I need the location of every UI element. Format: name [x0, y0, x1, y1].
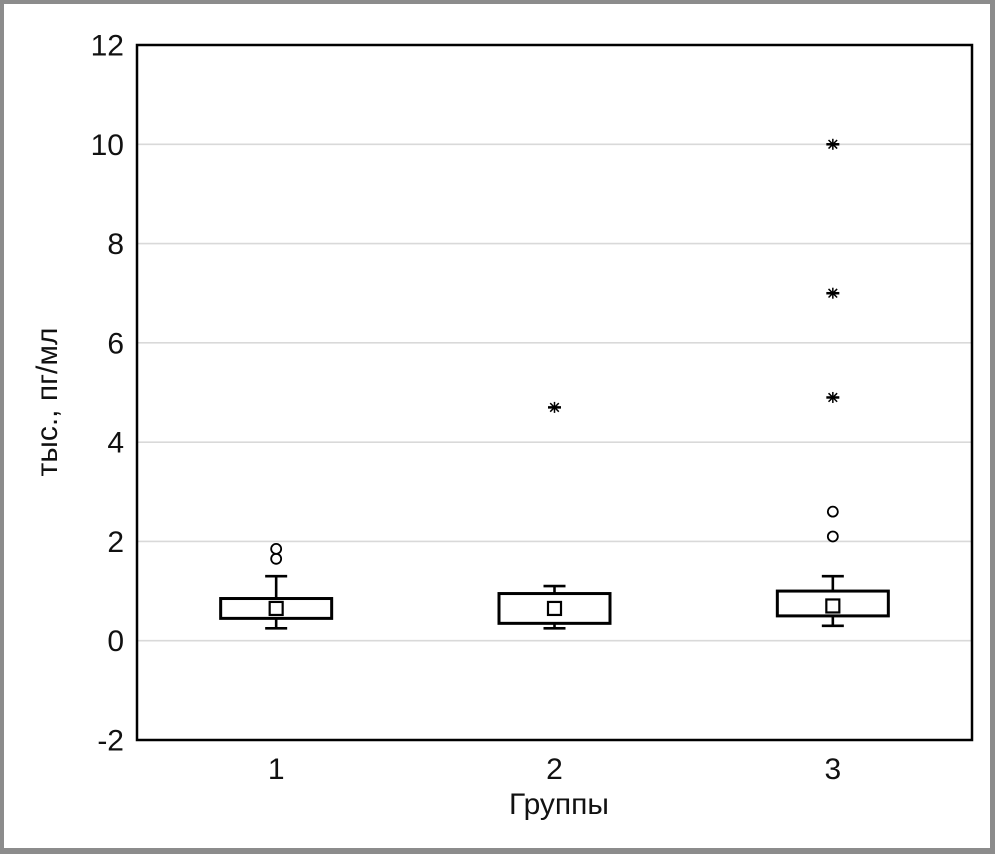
x-tick-label: 2	[546, 753, 563, 786]
extreme-marker	[828, 139, 838, 150]
extreme-marker	[828, 392, 838, 403]
extreme-marker	[828, 288, 838, 299]
median-marker	[546, 600, 563, 617]
x-axis-title: Группы	[509, 788, 609, 821]
y-tick-label: 8	[107, 228, 124, 261]
x-tick-label: 3	[824, 753, 841, 786]
y-axis-title: тыс., пг/мл	[31, 327, 64, 477]
outlier-marker	[826, 505, 839, 518]
extreme-marker	[549, 402, 560, 413]
y-tick-label: 6	[107, 327, 124, 360]
y-tick-label: 12	[91, 30, 124, 63]
plot-border	[135, 43, 974, 742]
y-tick-label: 0	[107, 625, 124, 658]
box	[497, 592, 612, 625]
outlier-marker	[270, 552, 283, 565]
outlier-marker	[826, 530, 839, 543]
median-marker	[268, 600, 284, 617]
y-tick-label: 10	[91, 129, 124, 162]
y-tick-label: 2	[107, 526, 124, 559]
y-tick-label: -2	[97, 725, 124, 758]
x-tick-label: 1	[268, 753, 285, 786]
outlier-marker	[270, 542, 283, 555]
y-tick-label: 4	[107, 427, 124, 460]
median-marker	[825, 598, 841, 614]
